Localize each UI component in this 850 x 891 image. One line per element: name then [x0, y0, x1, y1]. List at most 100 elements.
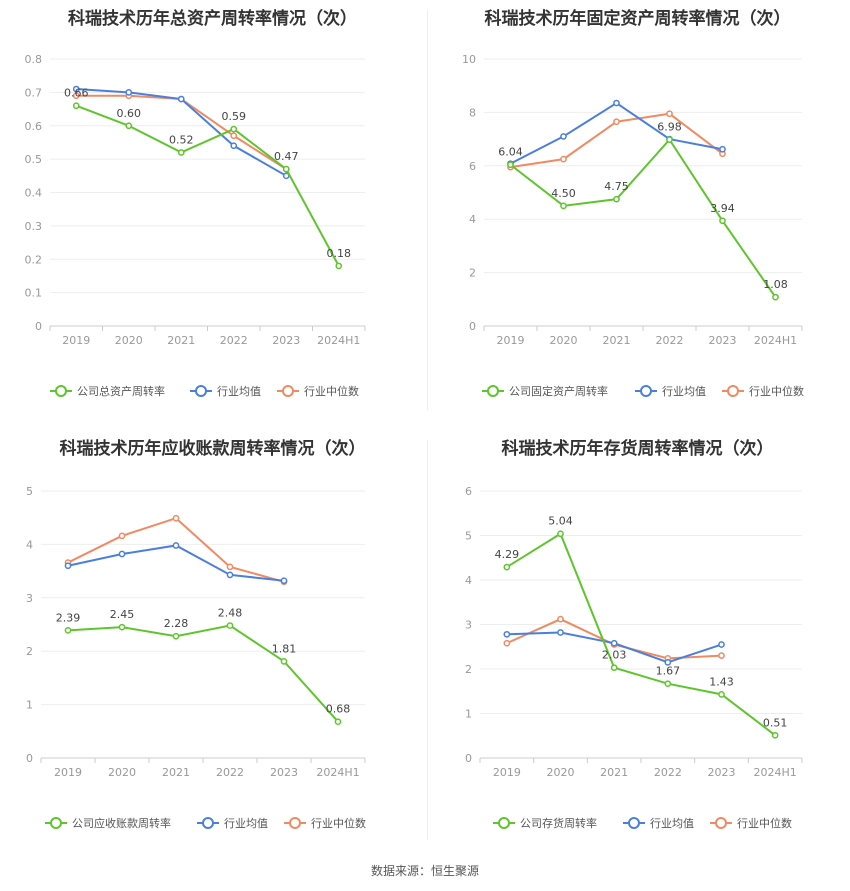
y-tick-label: 6 — [465, 485, 472, 498]
x-tick-label: 2023 — [272, 334, 300, 347]
data-label: 4.29 — [495, 548, 519, 561]
data-label: 2.03 — [602, 649, 627, 662]
legend-label: 行业中位数 — [737, 816, 792, 830]
y-tick-label: 0.7 — [25, 86, 43, 99]
legend-item-median[interactable]: 行业中位数 — [710, 816, 792, 830]
data-label: 2.39 — [56, 611, 81, 624]
legend-item-median[interactable]: 行业中位数 — [277, 384, 359, 398]
data-point-avg — [560, 133, 567, 140]
data-point-company — [280, 657, 288, 665]
legend-item-company[interactable]: 公司存货周转率 — [493, 816, 597, 830]
data-label: 0.60 — [117, 107, 142, 120]
data-label: 0.66 — [64, 87, 89, 100]
legend-item-avg[interactable]: 行业均值 — [623, 817, 694, 830]
series-line-company — [509, 137, 777, 298]
chart-title: 科瑞技术历年总资产周转率情况（次） — [68, 9, 357, 29]
legend-item-company[interactable]: 公司固定资产周转率 — [482, 384, 608, 398]
legend-item-company[interactable]: 公司总资产周转率 — [50, 384, 165, 398]
series-line-company — [67, 624, 339, 723]
y-tick-label: 10 — [462, 53, 476, 66]
y-tick-label: 0.4 — [25, 187, 43, 200]
y-tick-label: 5 — [465, 530, 472, 543]
legend-marker-icon — [289, 817, 301, 829]
panel-divider — [427, 440, 428, 840]
y-tick-label: 0.6 — [25, 120, 43, 133]
data-point-avg — [718, 641, 725, 648]
data-label: 6.98 — [657, 121, 682, 134]
legend-item-median[interactable]: 行业中位数 — [284, 816, 366, 830]
legend-marker-icon — [498, 817, 510, 829]
data-point-company — [560, 202, 567, 210]
data-point-company — [507, 161, 514, 169]
data-point-company — [226, 622, 234, 629]
data-point-median — [503, 639, 511, 647]
legend-item-avg[interactable]: 行业均值 — [197, 817, 268, 830]
data-point-company — [230, 125, 238, 133]
data-point-avg — [610, 639, 618, 647]
x-tick-label: 2022 — [654, 766, 682, 779]
legend-label: 行业中位数 — [311, 816, 366, 830]
y-tick-label: 1 — [26, 699, 33, 712]
y-tick-label: 2 — [465, 663, 472, 676]
legend-label: 行业中位数 — [304, 384, 359, 398]
legend-item-median[interactable]: 行业中位数 — [722, 384, 804, 398]
x-tick-label: 2023 — [708, 766, 736, 779]
panel-divider — [427, 10, 428, 410]
data-point-company — [718, 691, 725, 698]
chart-panel-inventory: 科瑞技术历年存货周转率情况（次） 0 1 2 3 4 5 6 2019 2020 2021 2022… — [425, 430, 850, 850]
x-tick-label: 2022 — [216, 766, 244, 779]
data-point-avg — [280, 577, 288, 585]
data-label: 0.51 — [763, 716, 788, 729]
data-point-median — [172, 514, 180, 522]
data-point-avg — [226, 571, 234, 579]
data-point-avg — [177, 95, 185, 103]
data-point-company — [125, 122, 133, 130]
legend-label: 行业均值 — [662, 385, 706, 398]
data-point-company — [666, 136, 673, 143]
legend-marker-icon — [628, 817, 640, 829]
data-point-avg — [503, 630, 511, 638]
chart-panel-fixed-assets: 科瑞技术历年固定资产周转率情况（次） 0 2 4 6 8 10 2019 2020 2021 20… — [425, 0, 850, 420]
data-point-company — [335, 262, 343, 270]
data-point-company — [282, 165, 290, 173]
legend-item-avg[interactable]: 行业均值 — [190, 385, 261, 398]
data-point-median — [230, 132, 238, 140]
x-tick-label: 2019 — [493, 766, 521, 779]
data-point-company — [334, 718, 342, 726]
data-point-median — [718, 652, 725, 659]
data-point-avg — [172, 542, 180, 549]
data-point-company — [557, 530, 564, 538]
data-point-avg — [557, 629, 564, 636]
legend-marker-icon — [195, 385, 207, 397]
data-label: 0.59 — [222, 110, 247, 123]
data-label: 4.50 — [551, 187, 576, 200]
legend-item-company[interactable]: 公司应收账款周转率 — [45, 816, 171, 830]
y-tick-label: 1 — [465, 708, 472, 721]
y-tick-label: 0 — [26, 752, 33, 765]
data-point-avg — [230, 142, 238, 150]
data-point-company — [772, 293, 779, 301]
chart-title: 科瑞技术历年固定资产周转率情况（次） — [484, 9, 791, 29]
y-tick-label: 4 — [469, 213, 476, 226]
data-point-median — [72, 92, 80, 100]
legend-label: 公司存货周转率 — [520, 816, 597, 830]
legend-item-avg[interactable]: 行业均值 — [635, 385, 706, 398]
data-point-avg — [118, 550, 126, 558]
legend-label: 行业均值 — [650, 817, 694, 830]
y-tick-label: 4 — [465, 574, 472, 587]
data-label: 3.94 — [710, 202, 735, 215]
x-tick-label: 2024H1 — [754, 334, 797, 347]
y-tick-label: 4 — [26, 538, 33, 551]
x-tick-label: 2019 — [54, 766, 82, 779]
y-tick-label: 0.5 — [25, 153, 43, 166]
x-tick-label: 2021 — [603, 334, 631, 347]
y-tick-label: 0 — [465, 752, 472, 765]
data-point-company — [664, 680, 672, 688]
data-point-company — [771, 731, 779, 739]
data-point-median — [613, 118, 620, 126]
legend-marker-icon — [55, 385, 67, 397]
data-point-avg — [72, 85, 80, 93]
legend-marker-icon — [640, 385, 652, 397]
data-label: 4.75 — [604, 180, 629, 193]
data-point-median — [226, 563, 234, 571]
